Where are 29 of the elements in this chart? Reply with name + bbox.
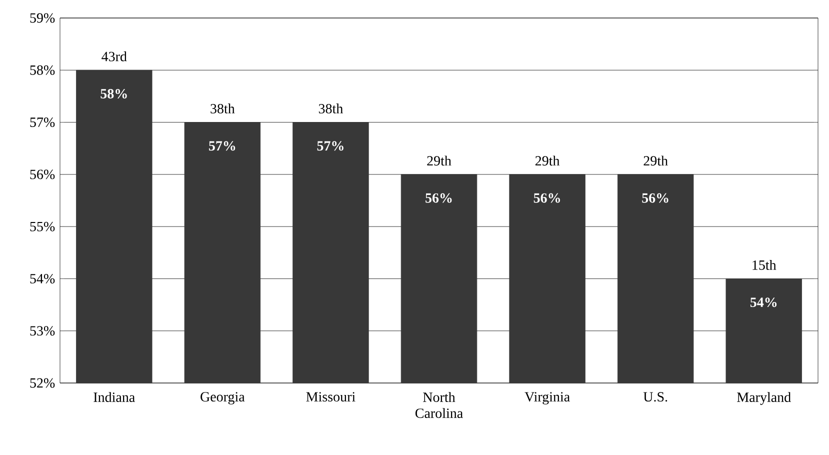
x-tick-label: North Carolina: [415, 392, 463, 418]
x-tick-label: Indiana: [94, 392, 135, 402]
y-tick-label: 59%: [30, 13, 55, 23]
data-label: 56%: [642, 193, 668, 203]
x-tick-label: Missouri: [306, 392, 356, 402]
annotation: 43rd: [102, 51, 127, 62]
data-label: 56%: [426, 193, 452, 203]
annotation: 15th: [752, 260, 776, 270]
y-tick-label: 52%: [30, 378, 55, 388]
annotation: 29th: [427, 156, 452, 166]
y-tick-label: 57%: [30, 118, 55, 128]
annotation: 29th: [535, 156, 560, 166]
x-tick-label: Maryland: [737, 392, 791, 405]
y-tick-label: 56%: [30, 170, 55, 180]
data-label: 57%: [317, 141, 344, 151]
annotation: 38th: [210, 104, 235, 114]
y-tick-label: 55%: [30, 222, 55, 232]
data-label: 56%: [534, 193, 560, 203]
y-tick-label: 54%: [30, 274, 55, 284]
annotation: 29th: [644, 156, 668, 166]
y-tick-label: 58%: [30, 65, 55, 75]
x-tick-label: Virginia: [524, 392, 570, 404]
data-label: 57%: [208, 141, 236, 151]
x-tick-label: U.S.: [643, 392, 668, 402]
data-label: 58%: [100, 89, 127, 99]
annotation: 38th: [318, 104, 343, 114]
y-tick-label: 53%: [30, 326, 55, 336]
x-tick-label: Georgia: [200, 392, 245, 404]
data-label: 54%: [750, 298, 777, 308]
